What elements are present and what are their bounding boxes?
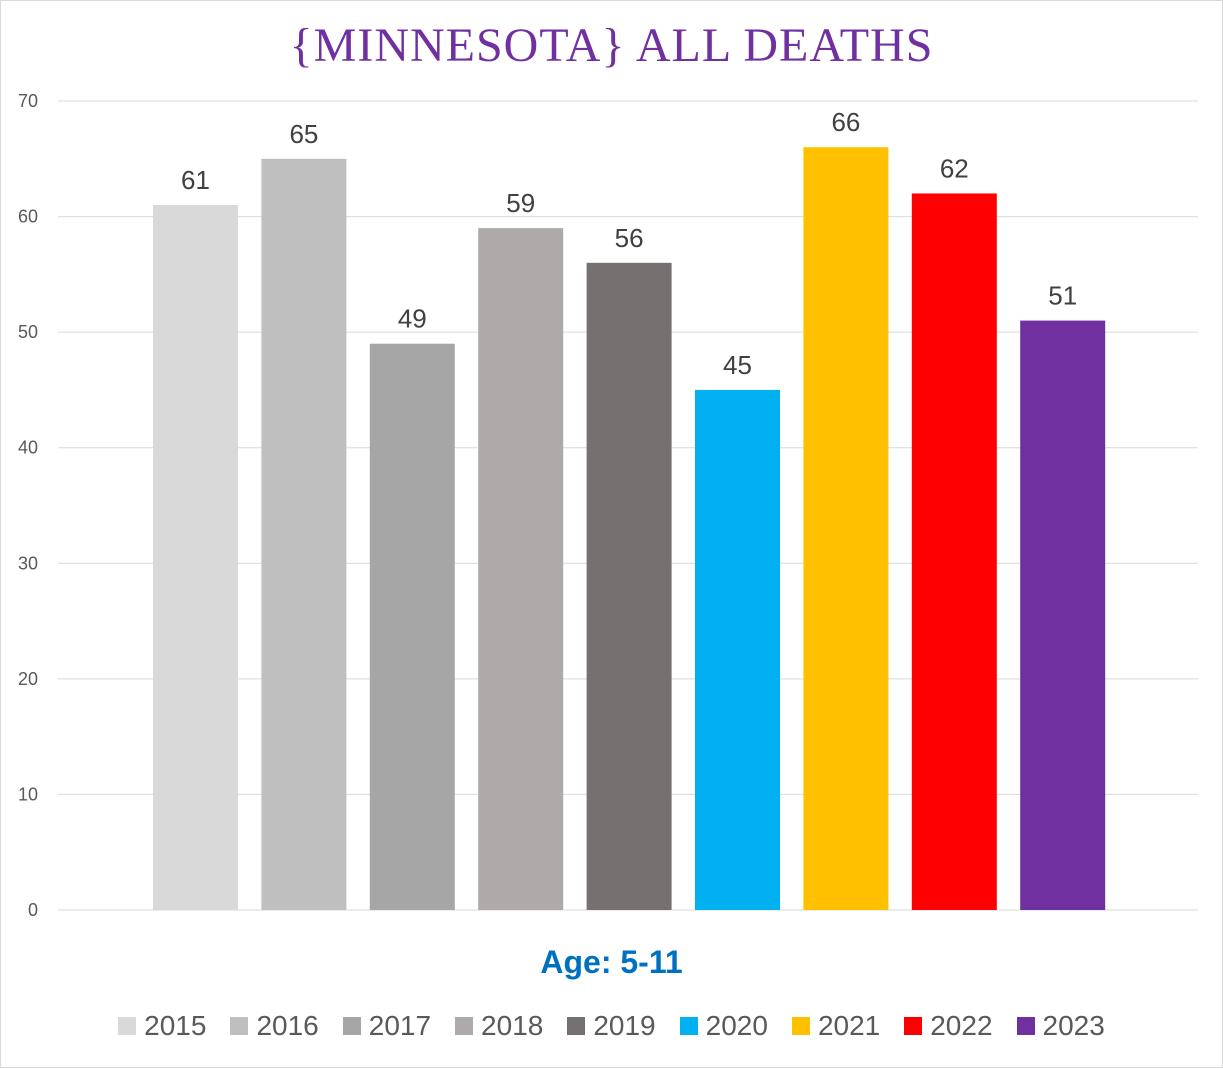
- data-label-2015: 61: [181, 165, 210, 195]
- legend-swatch: [679, 1017, 698, 1035]
- data-label-2020: 45: [723, 350, 752, 380]
- y-axis-ticks: 0 10 20 30 40 50 60 70: [18, 91, 38, 920]
- legend-swatch: [118, 1017, 137, 1035]
- y-tick-label: 40: [18, 438, 38, 458]
- legend-swatch: [455, 1017, 474, 1035]
- y-tick-label: 10: [18, 784, 38, 804]
- y-tick-label: 30: [18, 553, 38, 573]
- legend-swatch: [1016, 1017, 1035, 1035]
- legend-item-2018: 2018: [455, 1010, 543, 1042]
- legend-swatch: [342, 1017, 361, 1035]
- bar-2018: [478, 228, 564, 911]
- y-tick-label: 20: [18, 669, 38, 689]
- bar-2015: [153, 205, 238, 910]
- legend-item-2021: 2021: [791, 1010, 881, 1042]
- bars: [153, 147, 1106, 911]
- data-label-2023: 51: [1048, 281, 1077, 311]
- legend-item-2020: 2020: [679, 1010, 768, 1042]
- y-tick-label: 60: [18, 207, 38, 227]
- data-label-2019: 56: [615, 223, 644, 253]
- y-tick-label: 50: [18, 322, 38, 342]
- bar-2023: [1020, 320, 1106, 911]
- legend-label: 2018: [481, 1010, 544, 1041]
- data-label-2016: 65: [289, 119, 318, 149]
- legend-swatch: [230, 1017, 249, 1035]
- legend-label: 2023: [1042, 1010, 1105, 1041]
- data-label-2017: 49: [398, 304, 427, 334]
- legend-item-2016: 2016: [230, 1010, 319, 1042]
- data-label-2021: 66: [831, 107, 860, 137]
- legend-swatch: [567, 1017, 586, 1035]
- y-tick-label: 70: [18, 91, 38, 111]
- bar-2022: [911, 193, 997, 910]
- legend-label: 2019: [593, 1010, 656, 1041]
- legend-item-2022: 2022: [904, 1010, 993, 1042]
- legend: 2015 2016 2017 2018 2019 2020 2021 2022 2023: [0, 1010, 1223, 1042]
- legend-swatch: [904, 1017, 923, 1035]
- chart-title: {MINNESOTA} ALL DEATHS: [289, 19, 934, 72]
- data-label-2022: 62: [940, 153, 969, 183]
- legend-label: 2022: [930, 1010, 993, 1041]
- legend-label: 2017: [368, 1010, 432, 1041]
- y-tick-label: 0: [28, 900, 38, 920]
- legend-label: 2021: [817, 1010, 881, 1041]
- legend-label: 2020: [705, 1010, 768, 1041]
- bar-2021: [803, 147, 889, 910]
- bar-2017: [369, 343, 455, 910]
- legend-label: 2016: [256, 1010, 319, 1041]
- bar-2019: [586, 262, 672, 910]
- bar-2020: [695, 389, 780, 910]
- legend-item-2015: 2015: [118, 1010, 206, 1042]
- legend-item-2019: 2019: [567, 1010, 656, 1042]
- data-label-2018: 59: [506, 188, 535, 218]
- legend-swatch: [791, 1017, 810, 1035]
- bar-2016: [261, 158, 347, 911]
- data-labels: 61 65 49 59 56 45 66 62 51: [181, 107, 1077, 380]
- legend-item-2023: 2023: [1016, 1010, 1105, 1042]
- x-axis-label: Age: 5-11: [540, 944, 683, 980]
- legend-item-2017: 2017: [342, 1010, 432, 1042]
- legend-label: 2015: [144, 1010, 207, 1041]
